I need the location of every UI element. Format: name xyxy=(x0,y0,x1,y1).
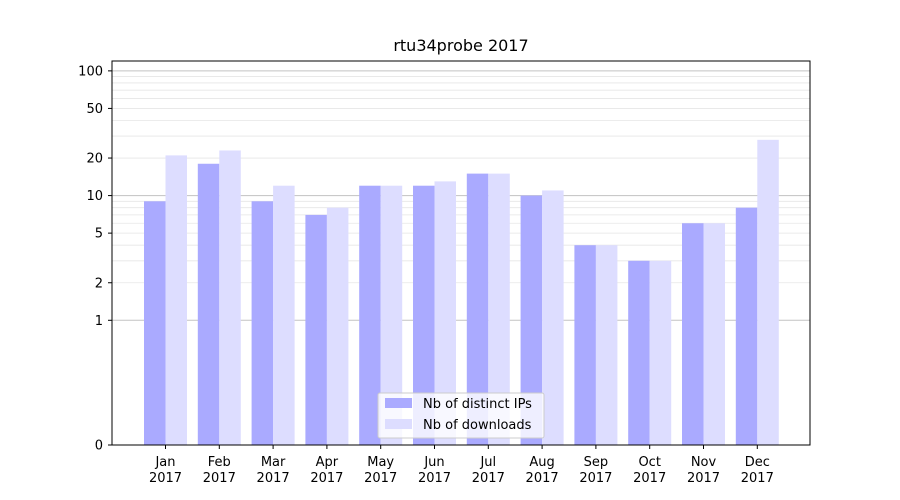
x-tick-label: Oct 2017 xyxy=(633,455,666,486)
bar-distinct-ips xyxy=(359,185,381,445)
y-tick-label: 1 xyxy=(95,314,103,329)
y-tick-label: 0 xyxy=(95,439,103,454)
y-tick-label: 20 xyxy=(86,152,103,167)
bar-downloads xyxy=(703,223,725,445)
y-axis: 0 1 2 5 10 20 50 100 xyxy=(78,64,112,454)
x-tick-label: Apr 2017 xyxy=(310,455,343,486)
bar-distinct-ips xyxy=(305,214,327,445)
x-tick-label: Dec 2017 xyxy=(741,455,774,486)
legend-label-ips: Nb of distinct IPs xyxy=(423,397,532,412)
legend-box xyxy=(377,392,545,439)
x-tick-label: Jul 2017 xyxy=(472,455,505,486)
chart-title: rtu34probe 2017 xyxy=(393,36,528,55)
x-tick-label: Mar 2017 xyxy=(257,455,290,486)
x-tick-label: May 2017 xyxy=(364,455,397,486)
bar-distinct-ips xyxy=(413,185,435,445)
x-tick-label: Aug 2017 xyxy=(526,455,559,486)
bar-downloads xyxy=(273,185,295,445)
y-tick-label: 50 xyxy=(86,102,103,117)
bar-downloads xyxy=(380,185,403,445)
bar-downloads xyxy=(757,139,779,445)
bar-downloads xyxy=(326,207,349,445)
bar-distinct-ips xyxy=(197,163,220,445)
legend: Nb of distinct IPs Nb of downloads xyxy=(377,392,545,439)
bar-distinct-ips xyxy=(251,201,274,445)
bar-distinct-ips xyxy=(574,245,596,445)
x-tick-label: Nov 2017 xyxy=(687,455,720,486)
x-tick-label: Feb 2017 xyxy=(203,455,236,486)
bar-distinct-ips xyxy=(144,201,166,445)
y-tick-label: 2 xyxy=(95,276,103,291)
bar-downloads xyxy=(434,181,456,445)
x-axis: Jan 2017 Feb 2017 Mar 2017 Apr 2017 May 2017 Jun 20… xyxy=(149,445,774,486)
bar-distinct-ips xyxy=(520,195,543,445)
bar-downloads xyxy=(488,173,510,445)
x-tick-label: Sep 2017 xyxy=(579,455,612,486)
bars xyxy=(144,139,779,445)
bar-distinct-ips xyxy=(735,207,758,445)
bar-downloads xyxy=(165,155,187,445)
bar-distinct-ips xyxy=(682,223,704,445)
bar-downloads xyxy=(542,190,564,445)
plot-frame xyxy=(111,60,811,446)
y-tick-label: 100 xyxy=(78,64,103,79)
bar-downloads xyxy=(595,245,618,445)
legend-swatch-ips xyxy=(385,398,412,408)
bar-downloads xyxy=(219,150,241,445)
legend-label-downloads: Nb of downloads xyxy=(423,418,532,433)
x-tick-label: Jan 2017 xyxy=(149,455,182,486)
bar-distinct-ips xyxy=(466,173,489,445)
legend-swatch-downloads xyxy=(385,419,412,429)
bar-distinct-ips xyxy=(628,260,650,445)
bar-downloads xyxy=(649,260,672,445)
x-tick-label: Jun 2017 xyxy=(418,455,451,486)
y-tick-label: 10 xyxy=(86,189,103,204)
y-tick-label: 5 xyxy=(95,227,103,242)
